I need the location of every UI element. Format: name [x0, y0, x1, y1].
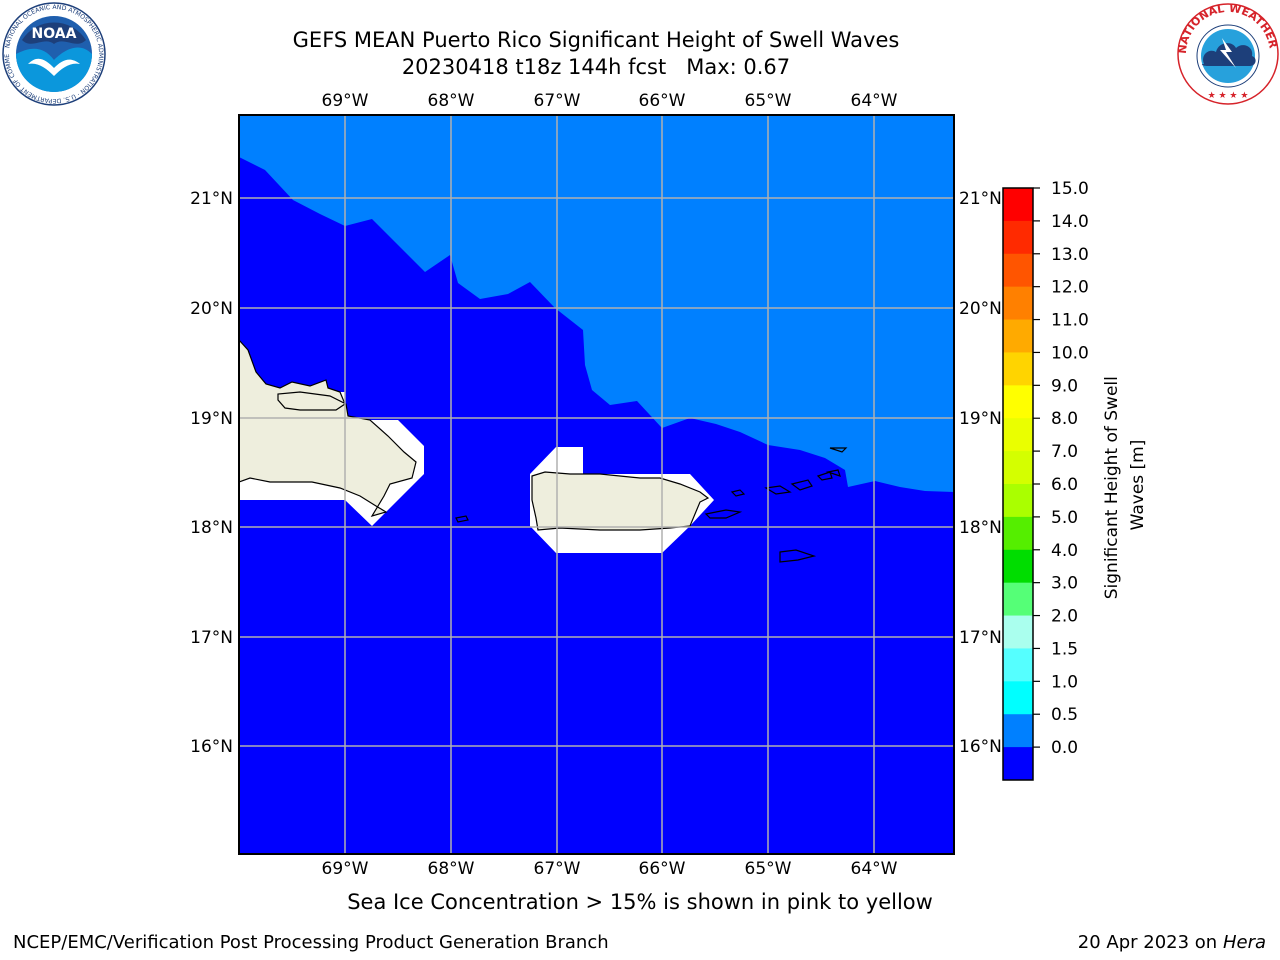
- colorbar-segment: [1003, 188, 1033, 222]
- lon-label: 65°W: [745, 91, 792, 111]
- colorbar-tick-label: 0.0: [1051, 738, 1078, 758]
- footer-date: 20 Apr 2023 on Hera: [1078, 932, 1266, 953]
- colorbar-segment: [1003, 253, 1033, 288]
- vieques-island: [704, 509, 743, 519]
- star-icons: ★ ★ ★ ★: [1208, 91, 1249, 101]
- colorbar-segment: [1003, 747, 1033, 781]
- lat-label: 18°N: [190, 518, 233, 538]
- hispaniola-land: [239, 339, 417, 517]
- lat-label: 20°N: [959, 299, 1002, 319]
- lon-label: 68°W: [428, 91, 475, 111]
- lat-labels-right: 21°N 20°N 19°N 18°N 17°N 16°N: [959, 189, 1002, 757]
- lat-label: 16°N: [190, 737, 233, 757]
- colorbar-segment: [1003, 681, 1033, 715]
- lon-label: 65°W: [745, 859, 792, 879]
- colorbar-segment: [1003, 484, 1033, 518]
- colorbar-label: Significant Height of Swell Waves [m]: [1102, 371, 1148, 600]
- colorbar-tick-label: 3.0: [1051, 574, 1078, 594]
- colorbar-segment: [1003, 549, 1033, 584]
- map-frame: [238, 114, 955, 855]
- colorbar-tick-label: 2.0: [1051, 607, 1078, 627]
- puerto-rico-land: [531, 471, 710, 531]
- lon-label: 69°W: [322, 859, 369, 879]
- colorbar-label-line1: Significant Height of Swell: [1102, 376, 1122, 599]
- colorbar-segment: [1003, 352, 1033, 386]
- anegada-island: [829, 447, 848, 453]
- colorbar-tick-label: 14.0: [1051, 212, 1089, 232]
- lat-label: 19°N: [190, 409, 233, 429]
- colorbar-tick-label: 7.0: [1051, 442, 1078, 462]
- lon-label: 67°W: [534, 859, 581, 879]
- lat-label: 21°N: [959, 189, 1002, 209]
- noaa-logo: NATIONAL OCEANIC AND ATMOSPHERIC ADMINIS…: [2, 2, 106, 106]
- lat-label: 20°N: [190, 299, 233, 319]
- lon-labels-top: 69°W 68°W 67°W 66°W 65°W 64°W: [322, 91, 898, 111]
- footer-date-text: 20 Apr 2023 on: [1077, 932, 1223, 953]
- mona-island: [455, 515, 469, 523]
- colorbar-segments: [1003, 188, 1033, 781]
- colorbar-segment: [1003, 516, 1033, 551]
- colorbar-segment: [1003, 582, 1033, 617]
- colorbar-tick-label: 0.5: [1051, 705, 1078, 725]
- lon-label: 66°W: [639, 91, 686, 111]
- lon-label: 66°W: [639, 859, 686, 879]
- colorbar-tick-label: 1.0: [1051, 672, 1078, 692]
- colorbar-tick-label: 8.0: [1051, 409, 1078, 429]
- graticule: [239, 115, 954, 854]
- colorbar-tick-label: 1.5: [1051, 639, 1078, 659]
- lon-label: 64°W: [851, 859, 898, 879]
- chart-subtitle: 20230418 t18z 144h fcst Max: 0.67: [401, 55, 791, 79]
- colorbar-segment: [1003, 615, 1033, 649]
- lat-label: 19°N: [959, 409, 1002, 429]
- lat-label: 16°N: [959, 737, 1002, 757]
- colorbar-tick-label: 4.0: [1051, 541, 1078, 561]
- nws-logo: NATIONAL WEATHER SERVICE ★ ★ ★ ★: [1176, 2, 1280, 105]
- footer-branch: NCEP/EMC/Verification Post Processing Pr…: [13, 932, 609, 953]
- sea-ice-caption: Sea Ice Concentration > 15% is shown in …: [347, 890, 933, 914]
- virgin-islands: [764, 469, 841, 495]
- colorbar-segment: [1003, 220, 1033, 255]
- st-croix-island: [779, 549, 817, 563]
- colorbar: 15.0 14.0 13.0 12.0 11.0 10.0 9.0 8.0 7.0 6.0 5.0 4…: [1002, 179, 1148, 781]
- lon-label: 67°W: [534, 91, 581, 111]
- colorbar-segment: [1003, 648, 1033, 682]
- lat-label: 21°N: [190, 189, 233, 209]
- colorbar-label-line2: Waves [m]: [1128, 440, 1148, 531]
- colorbar-tick-label: 9.0: [1051, 376, 1078, 396]
- colorbar-tick-label: 6.0: [1051, 475, 1078, 495]
- lon-label: 64°W: [851, 91, 898, 111]
- colorbar-segment: [1003, 385, 1033, 419]
- colorbar-segment: [1003, 714, 1033, 748]
- noaa-logo-text: NOAA: [32, 26, 77, 42]
- lat-labels-left: 21°N 20°N 19°N 18°N 17°N 16°N: [190, 189, 233, 757]
- lat-label: 17°N: [959, 628, 1002, 648]
- colorbar-tick-label: 15.0: [1051, 179, 1089, 199]
- lat-label: 17°N: [190, 628, 233, 648]
- colorbar-ticks: 15.0 14.0 13.0 12.0 11.0 10.0 9.0 8.0 7.0 6.0 5.0 4…: [1033, 179, 1089, 758]
- map-field: [239, 115, 954, 854]
- colorbar-segment: [1003, 418, 1033, 452]
- chart-title: GEFS MEAN Puerto Rico Significant Height…: [292, 28, 900, 52]
- culebra-island: [730, 489, 746, 497]
- colorbar-tick-label: 10.0: [1051, 343, 1089, 363]
- swell-field-0.5-1.0m: [239, 115, 954, 492]
- colorbar-segment: [1003, 451, 1033, 485]
- lat-label: 18°N: [959, 518, 1002, 538]
- colorbar-tick-label: 5.0: [1051, 508, 1078, 528]
- colorbar-tick-label: 12.0: [1051, 278, 1089, 298]
- lon-labels-bottom: 69°W 68°W 67°W 66°W 65°W 64°W: [322, 859, 898, 879]
- colorbar-tick-label: 13.0: [1051, 245, 1089, 265]
- lon-label: 69°W: [322, 91, 369, 111]
- colorbar-segment: [1003, 319, 1033, 353]
- footer-host: Hera: [1222, 932, 1266, 953]
- colorbar-tick-label: 11.0: [1051, 311, 1089, 331]
- colorbar-segment: [1003, 286, 1033, 321]
- lon-label: 68°W: [428, 859, 475, 879]
